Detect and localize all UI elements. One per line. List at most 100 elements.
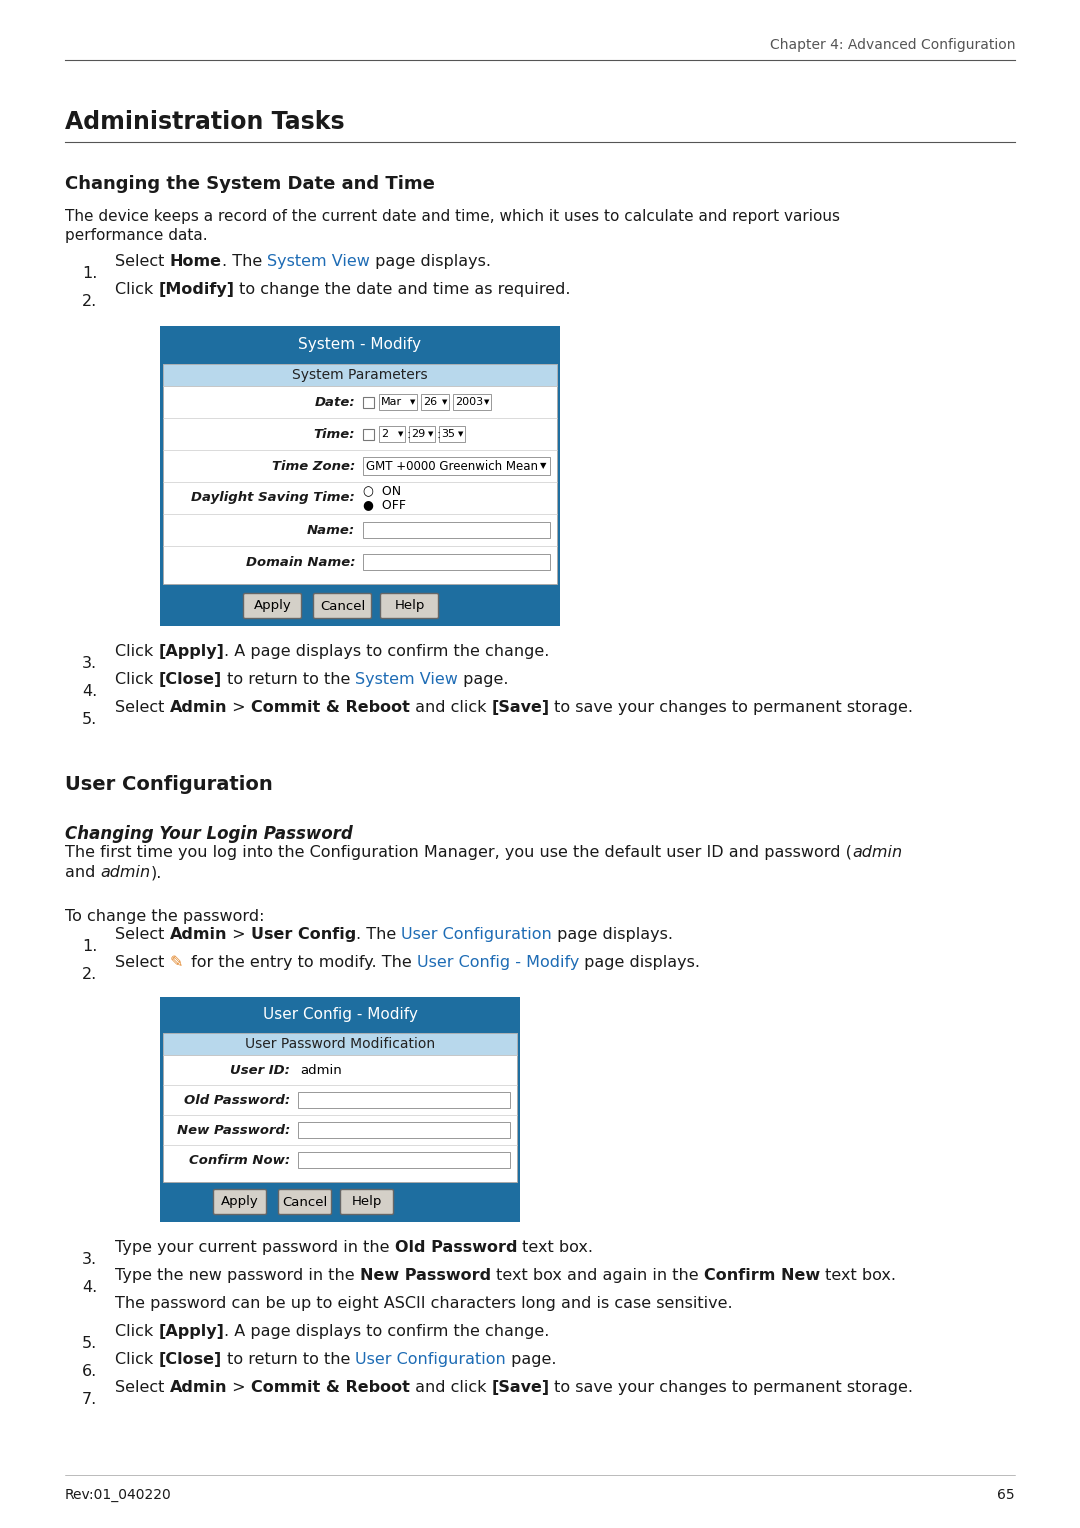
Bar [363, 397, 374, 408]
Text: User Password Modification: User Password Modification [245, 1038, 435, 1051]
Text: User Config - Modify: User Config - Modify [262, 1007, 418, 1022]
Text: 5.: 5. [82, 1335, 97, 1351]
Text: User Config - Modify: User Config - Modify [417, 955, 579, 970]
Text: Click: Click [114, 283, 159, 296]
Text: ▼: ▼ [458, 431, 463, 437]
Text: 65: 65 [997, 1488, 1015, 1502]
Bar [421, 394, 449, 410]
Text: Help: Help [394, 599, 424, 613]
Text: Type your current password in the: Type your current password in the [114, 1241, 394, 1254]
FancyBboxPatch shape [313, 593, 372, 619]
Text: 6.: 6. [82, 1365, 97, 1378]
Text: Commit & Reboot: Commit & Reboot [251, 1380, 409, 1395]
Text: Date:: Date: [314, 396, 355, 408]
Text: Help: Help [352, 1195, 382, 1209]
Text: performance data.: performance data. [65, 228, 207, 243]
Bar [298, 1093, 510, 1108]
Text: to change the date and time as required.: to change the date and time as required. [234, 283, 571, 296]
Text: User Configuration: User Configuration [65, 775, 273, 795]
Bar [438, 426, 465, 442]
Text: User Configuration: User Configuration [355, 1352, 505, 1368]
Text: Confirm Now:: Confirm Now: [189, 1154, 291, 1166]
Text: Apply: Apply [254, 599, 292, 613]
Text: The first time you log into the Configuration Manager, you use the default user : The first time you log into the Configur… [65, 845, 852, 860]
Text: Admin: Admin [170, 700, 227, 715]
Text: to save your changes to permanent storage.: to save your changes to permanent storag… [550, 700, 914, 715]
Text: >: > [227, 700, 251, 715]
Text: Rev:01_040220: Rev:01_040220 [65, 1488, 172, 1502]
Text: [Apply]: [Apply] [159, 643, 225, 659]
Text: [Close]: [Close] [159, 672, 221, 688]
Text: admin: admin [100, 865, 150, 880]
Text: text box.: text box. [820, 1268, 895, 1284]
Text: Changing Your Login Password: Changing Your Login Password [65, 825, 353, 843]
Text: Mar: Mar [381, 397, 402, 406]
Text: [Modify]: [Modify] [159, 283, 234, 296]
Text: 29: 29 [411, 429, 426, 439]
Text: :: : [406, 428, 410, 440]
Bar [298, 1122, 510, 1138]
Text: Click: Click [114, 643, 159, 659]
Text: page.: page. [505, 1352, 556, 1368]
Text: Time Zone:: Time Zone: [272, 460, 355, 472]
Text: :: : [436, 428, 441, 440]
Text: ▼: ▼ [428, 431, 433, 437]
Text: System View: System View [355, 672, 458, 688]
Text: . A page displays to confirm the change.: . A page displays to confirm the change. [225, 1323, 550, 1339]
Text: GMT +0000 Greenwich Mean: GMT +0000 Greenwich Mean [366, 460, 538, 472]
Text: Old Password: Old Password [394, 1241, 517, 1254]
Text: to save your changes to permanent storage.: to save your changes to permanent storag… [550, 1380, 914, 1395]
Text: Domain Name:: Domain Name: [245, 556, 355, 568]
Bar [363, 457, 550, 475]
Text: 2.: 2. [82, 967, 97, 983]
Text: User Config: User Config [251, 927, 356, 941]
Text: [Close]: [Close] [159, 1352, 221, 1368]
Text: 2: 2 [381, 429, 388, 439]
Text: 4.: 4. [82, 685, 97, 698]
Text: for the entry to modify. The: for the entry to modify. The [186, 955, 417, 970]
Text: Changing the System Date and Time: Changing the System Date and Time [65, 176, 435, 193]
Bar [363, 523, 550, 538]
Text: to return to the: to return to the [221, 672, 355, 688]
Bar [160, 996, 519, 1222]
Text: ).: ). [150, 865, 162, 880]
Text: ▼: ▼ [484, 399, 489, 405]
Text: Time:: Time: [313, 428, 355, 440]
Text: Select: Select [114, 254, 170, 269]
Text: The device keeps a record of the current date and time, which it uses to calcula: The device keeps a record of the current… [65, 209, 840, 225]
Bar [409, 426, 435, 442]
Text: to return to the: to return to the [221, 1352, 355, 1368]
Text: page.: page. [458, 672, 509, 688]
Text: . A page displays to confirm the change.: . A page displays to confirm the change. [225, 643, 550, 659]
Text: Select: Select [114, 955, 170, 970]
Text: System Parameters: System Parameters [293, 368, 428, 382]
Text: System - Modify: System - Modify [298, 336, 421, 351]
Text: The password can be up to eight ASCII characters long and is case sensitive.: The password can be up to eight ASCII ch… [114, 1296, 732, 1311]
Text: Select: Select [114, 927, 170, 941]
Text: >: > [227, 927, 251, 941]
Text: [Save]: [Save] [491, 1380, 550, 1395]
Text: Name:: Name: [307, 524, 355, 536]
Text: Admin: Admin [170, 1380, 227, 1395]
Text: ●  OFF: ● OFF [363, 498, 406, 512]
Text: 26: 26 [423, 397, 437, 406]
Bar [363, 555, 550, 570]
Text: Chapter 4: Advanced Configuration: Chapter 4: Advanced Configuration [769, 38, 1015, 52]
Text: and: and [65, 865, 100, 880]
Text: page displays.: page displays. [369, 254, 490, 269]
FancyBboxPatch shape [340, 1189, 393, 1215]
Text: 2.: 2. [82, 293, 97, 309]
Text: ▼: ▼ [540, 461, 546, 471]
Text: text box.: text box. [517, 1241, 593, 1254]
Bar [453, 394, 491, 410]
Text: ✎: ✎ [170, 955, 183, 970]
Text: page displays.: page displays. [579, 955, 700, 970]
Text: and click: and click [409, 700, 491, 715]
Text: Commit & Reboot: Commit & Reboot [251, 700, 409, 715]
Text: 2003: 2003 [455, 397, 483, 406]
Text: page displays.: page displays. [552, 927, 673, 941]
Bar [160, 325, 561, 626]
Text: ▼: ▼ [442, 399, 447, 405]
Text: Cancel: Cancel [320, 599, 365, 613]
FancyBboxPatch shape [243, 593, 301, 619]
